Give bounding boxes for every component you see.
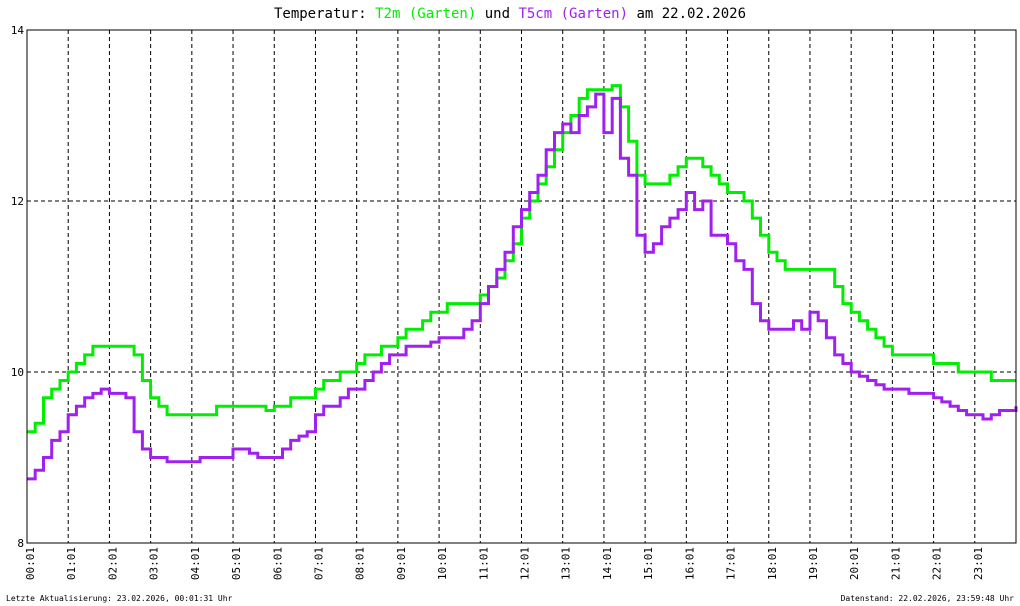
x-tick-labels: 00:01 01:01 02:01 03:01 04:01 05:01 06:01 07:01…: [24, 547, 985, 580]
x-tick-label: 19:01: [807, 547, 820, 580]
x-tick-label: 10:01: [436, 547, 449, 580]
x-tick-label: 13:01: [560, 547, 573, 580]
x-tick-label: 17:01: [725, 547, 738, 580]
y-tick-label: 8: [17, 537, 24, 550]
y-tick-label: 10: [11, 366, 24, 379]
plot-border: [26, 29, 1017, 544]
chart-title: Temperatur: T2m (Garten) und T5cm (Garte…: [274, 6, 746, 22]
x-tick-label: 07:01: [312, 547, 325, 580]
title-series2-label: T5cm (Garten): [518, 6, 628, 22]
footer-data-status: Datenstand: 22.02.2026, 23:59:48 Uhr: [841, 594, 1015, 603]
grid-lines: [27, 30, 1016, 543]
x-tick-label: 03:01: [148, 547, 161, 580]
x-tick-label: 15:01: [642, 547, 655, 580]
y-tick-labels: 8 10 12 14: [11, 24, 25, 550]
x-tick-label: 22:01: [931, 547, 944, 580]
x-tick-label: 20:01: [848, 547, 861, 580]
title-series1-label: T2m (Garten): [375, 6, 476, 22]
x-tick-label: 01:01: [65, 547, 78, 580]
title-prefix: Temperatur:: [274, 6, 375, 22]
x-tick-label: 23:01: [972, 547, 985, 580]
y-tick-label: 14: [11, 24, 25, 37]
x-tick-label: 14:01: [601, 547, 614, 580]
x-tick-label: 11:01: [477, 547, 490, 580]
series-lines: [27, 84, 1018, 481]
y-tick-label: 12: [11, 195, 24, 208]
x-tick-label: 02:01: [106, 547, 119, 580]
x-tick-label: 00:01: [24, 547, 37, 580]
plot-frame: [26, 29, 1017, 544]
x-tick-label: 08:01: [354, 547, 367, 580]
series-line-t5cm: [27, 92, 1018, 481]
title-suffix: am 22.02.2026: [636, 6, 746, 22]
x-tick-label: 12:01: [519, 547, 532, 580]
x-tick-label: 09:01: [395, 547, 408, 580]
x-tick-label: 21:01: [889, 547, 902, 580]
x-tick-label: 05:01: [230, 547, 243, 580]
footer-last-update: Letzte Aktualisierung: 23.02.2026, 00:01…: [6, 594, 233, 603]
x-tick-label: 04:01: [189, 547, 202, 580]
x-tick-label: 18:01: [766, 547, 779, 580]
x-tick-label: 06:01: [271, 547, 284, 580]
x-tick-label: 16:01: [683, 547, 696, 580]
title-joiner: und: [485, 6, 519, 22]
